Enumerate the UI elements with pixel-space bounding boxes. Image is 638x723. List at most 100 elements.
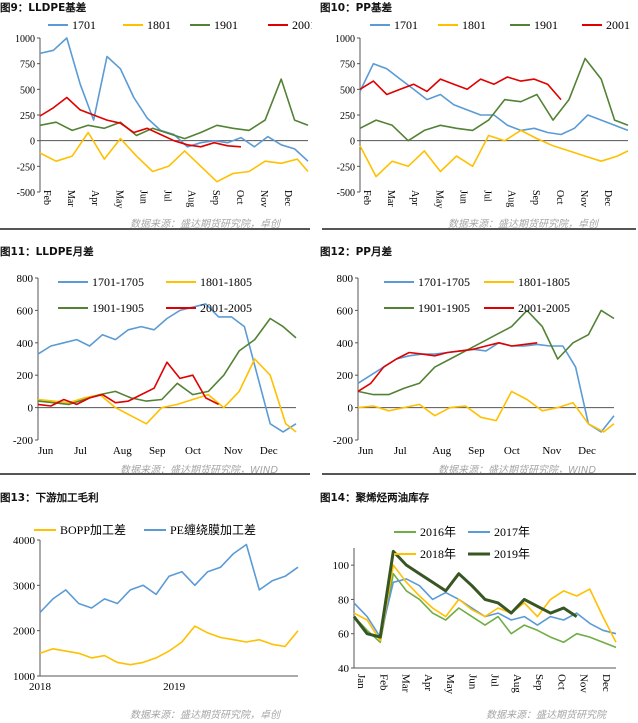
series-line [357,342,538,393]
series-line [359,57,629,142]
series-line [37,358,297,433]
chart-panel-downstream-margin: 图13：下游加工毛利 4000 3000 2000 1000 2018 2019 BOPP加… [0,490,318,723]
legend-label: 1801 [147,18,171,32]
x-tick-label: Nov [578,190,589,207]
x-tick-label: Jun [358,445,374,457]
x-tick-label: Aug [511,674,523,693]
x-tick-label: May [113,190,124,208]
series-line [359,76,562,101]
y-tick-label: -250 [17,162,35,173]
chart-title: 图12：PP月差 [320,246,393,258]
x-tick-label: Sep [149,445,166,457]
y-tick-label: 500 [20,85,35,96]
legend-label: 1801-1805 [518,275,570,289]
series-line [39,625,299,666]
chart-legend: 2016年 2017年 2018年 2019年 [394,525,530,561]
chart-panel-pp-basis: 图10：PP基差 1000 750 500 250 0 -250 -500 Feb Mar Apr… [320,0,638,232]
series-line [39,37,309,162]
chart-title: 图10：PP基差 [320,2,393,14]
legend-label: 1701-1705 [418,275,470,289]
series-line [37,317,297,406]
x-tick-label: Jul [162,190,173,202]
series-line [39,131,309,183]
x-tick-label: Aug [506,190,517,207]
series-line [352,549,578,639]
x-tick-label: 2019 [163,681,186,693]
chart-panel-polyolefin-inventory: 图14：聚烯烃两油库存 100 80 60 40 Jan Feb Mar Apr May Jun J… [320,490,638,723]
chart-panel-lldpe-spread: 图11：LLDPE月差 800 600 400 200 0 -200 Jun Jul Aug Se… [0,244,318,476]
x-tick-label: Feb [41,190,52,205]
y-tick-label: 750 [20,60,35,71]
y-tick-label: 0 [348,403,354,415]
chart-legend: BOPP加工差 PE缠绕膜加工差 [34,522,256,537]
series-line [359,62,629,136]
x-tick-label: Nov [224,445,243,457]
y-tick-label: 600 [17,305,34,317]
chart-title: 图14：聚烯烃两油库存 [320,492,430,504]
x-tick-label: Oct [185,445,201,457]
legend-label: 1801 [462,18,486,32]
x-tick-label: Dec [602,190,613,207]
chart-source: 数据来源：盛达期货研究院，卓创 [130,219,280,230]
x-tick-label: May [444,674,456,695]
chart-panel-lldpe-basis: 图9：LLDPE基差 1000 750 500 250 0 -250 -500 Feb Mar A… [0,0,318,232]
y-tick-label: 200 [337,370,354,382]
x-tick-label: Jun [466,674,478,690]
chart-svg: 100 80 60 40 Jan Feb Mar Apr May Jun Jul Aug Sep Oct N… [333,525,617,695]
x-tick-label: Apr [89,190,100,206]
legend-label: 2019年 [494,547,530,561]
series-line [357,390,615,433]
y-tick-label: 100 [333,560,350,572]
legend-label: 1901-1905 [418,301,470,315]
legend-label: 1701-1705 [92,275,144,289]
y-tick-label: 400 [17,338,34,350]
y-tick-label: 1000 [15,34,35,45]
y-tick-label: 3000 [13,580,36,592]
chart-title: 图11：LLDPE月差 [0,246,94,258]
x-tick-label: Oct [234,190,245,205]
x-tick-label: Aug [113,445,132,457]
y-tick-label: 40 [338,663,350,675]
y-tick-label: 2000 [13,626,36,638]
series-line [37,361,219,407]
legend-label: 2001 [292,18,312,32]
x-tick-label: Dec [260,445,278,457]
x-tick-label: Dec [600,674,612,692]
chart-source: 数据来源：盛达期货研究院，卓创 [448,219,598,230]
series-line [357,342,615,433]
x-tick-label: Jan [355,674,367,689]
y-tick-label: -200 [13,435,34,447]
x-tick-label: Oct [504,445,520,457]
x-tick-label: Jul [482,190,493,202]
x-tick-label: Mar [65,190,76,207]
series-line [357,309,615,396]
legend-label: 2017年 [494,525,530,539]
chart-svg: 1000 750 500 250 0 -250 -500 Feb Mar Apr May Jun Jul… [15,18,312,208]
chart-svg: 800 600 400 200 0 -200 Jun Jul Aug Sep Oct Nov Dec 17… [13,273,297,457]
section-divider [0,228,310,230]
legend-label: 2001-2005 [518,301,570,315]
x-tick-label: Nov [258,190,269,207]
x-tick-label: Dec [282,190,293,207]
y-tick-label: 400 [337,338,354,350]
chart-title: 图13：下游加工毛利 [0,492,99,504]
series-line [359,129,629,178]
chart-source: 数据来源：盛达期货研究院，WIND [120,465,279,476]
y-tick-label: 250 [340,111,355,122]
x-tick-label: Sep [533,674,545,691]
x-tick-label: Jun [137,190,148,204]
x-tick-label: Feb [361,190,372,205]
chart-svg: 1000 750 500 250 0 -250 -500 Feb Mar Apr May Jun Jul… [335,18,630,208]
legend-label: 2016年 [420,525,456,539]
chart-legend: 1701-1705 1801-1805 1901-1905 2001-2005 [58,275,252,315]
y-tick-label: -500 [17,188,35,199]
x-tick-label: Dec [578,445,596,457]
y-tick-label: 200 [17,370,34,382]
legend-label: 2001-2005 [200,301,252,315]
y-tick-label: -250 [337,162,355,173]
x-tick-label: Mar [385,190,396,207]
x-tick-label: May [433,190,444,208]
x-tick-label: 2018 [29,681,52,693]
y-tick-label: 800 [337,273,354,285]
